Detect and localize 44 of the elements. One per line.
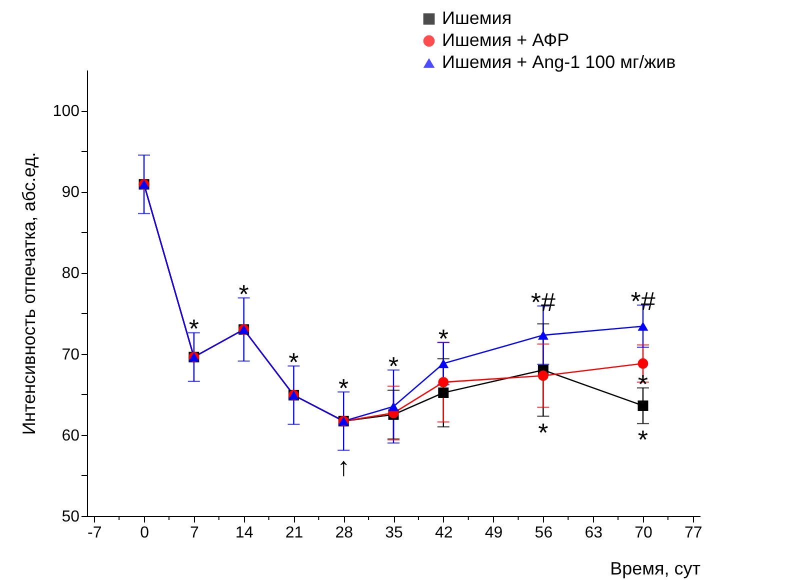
point <box>638 358 648 369</box>
x-tick-label: 49 <box>484 524 503 542</box>
annotation: * <box>538 417 548 448</box>
y-axis-title: Интенсивность отпечатка, абс.ед. <box>18 152 39 435</box>
point <box>638 322 648 331</box>
y-tick-label: 50 <box>62 508 80 526</box>
x-tick-label: 77 <box>684 524 702 542</box>
x-tick-label: 0 <box>140 524 150 542</box>
y-tick-label: 70 <box>62 346 80 364</box>
y-tick-label: 80 <box>62 265 80 282</box>
annotation: *# <box>630 286 656 316</box>
legend-label: Ишемия + АФР <box>442 30 570 50</box>
point <box>438 359 449 368</box>
x-tick-label: 14 <box>235 524 254 542</box>
annotation: * <box>188 314 199 344</box>
annotation: * <box>388 351 399 382</box>
annotation: * <box>338 372 349 403</box>
y-tick-label: 100 <box>52 103 80 120</box>
point <box>538 370 548 381</box>
x-tick-label: 63 <box>584 524 603 542</box>
annotation: *# <box>530 286 556 317</box>
x-tick-label: 56 <box>534 524 553 542</box>
annotation: * <box>288 346 299 377</box>
x-tick-label: 35 <box>385 524 403 542</box>
x-tick-label: 28 <box>335 524 354 542</box>
point <box>438 376 449 388</box>
point <box>438 388 449 398</box>
y-tick-label: 60 <box>62 427 80 444</box>
x-tick-label: 70 <box>634 524 652 542</box>
annotation: * <box>438 323 448 354</box>
point <box>388 402 399 412</box>
x-tick-label: 21 <box>285 524 304 542</box>
annotation: * <box>638 424 648 455</box>
annotation: ↑ <box>337 451 350 482</box>
annotation: * <box>238 278 249 309</box>
x-tick-label: -7 <box>88 524 102 542</box>
x-tick-label: 7 <box>190 524 199 542</box>
x-axis-title: Время, сут <box>610 558 700 578</box>
legend-label: Ишемия <box>442 8 512 28</box>
legend-label: Ишемия + Ang-1 100 мг/жив <box>442 52 676 72</box>
point <box>538 330 548 340</box>
point <box>638 400 648 411</box>
y-tick-label: 90 <box>62 184 80 202</box>
x-tick-label: 42 <box>434 524 453 542</box>
